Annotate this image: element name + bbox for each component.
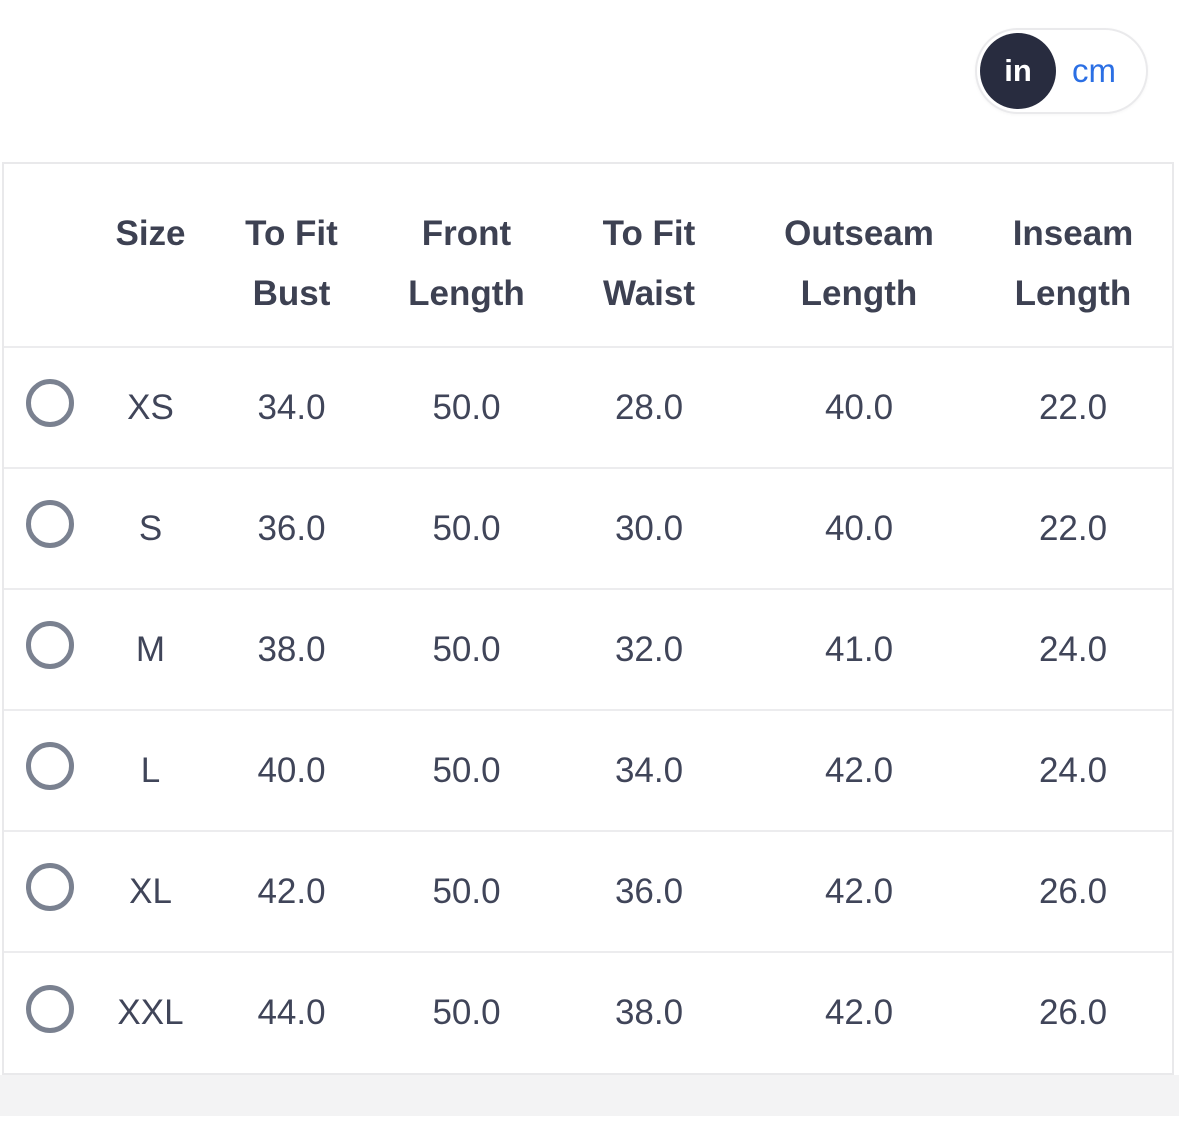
size-label: XL <box>129 871 172 911</box>
cell-to-fit-bust: 38.0 <box>257 629 326 669</box>
cell-to-fit-waist: 36.0 <box>614 871 684 911</box>
cell-front-length: 50.0 <box>432 750 501 790</box>
cell-inseam-length: 26.0 <box>1038 871 1108 911</box>
cell-front-length: 50.0 <box>432 871 501 911</box>
size-label: M <box>135 629 166 669</box>
cell-to-fit-bust: 40.0 <box>257 750 326 790</box>
radio-cell <box>4 710 97 831</box>
radio-cell <box>4 468 97 589</box>
size-label: XXL <box>117 993 184 1032</box>
radio-cell <box>4 831 97 952</box>
col-header-to-fit-waist: To Fit Waist <box>602 214 696 313</box>
cell-to-fit-waist: 28.0 <box>614 387 684 427</box>
cell-outseam-length: 40.0 <box>824 387 894 427</box>
cell-to-fit-waist: 30.0 <box>614 508 684 548</box>
cell-to-fit-waist: 38.0 <box>614 993 684 1032</box>
size-row[interactable]: M 38.0 50.0 32.0 41.0 24.0 <box>4 589 1172 710</box>
size-radio-button[interactable] <box>26 984 74 1033</box>
cell-to-fit-bust: 36.0 <box>257 508 326 548</box>
size-radio-button[interactable] <box>26 379 74 427</box>
unit-toggle[interactable]: in cm <box>975 28 1148 114</box>
size-row[interactable]: XS 34.0 50.0 28.0 40.0 22.0 <box>4 347 1172 468</box>
cell-outseam-length: 42.0 <box>824 750 894 790</box>
cell-to-fit-waist: 34.0 <box>614 750 684 790</box>
cell-inseam-length: 26.0 <box>1038 993 1108 1032</box>
bottom-gray-band <box>0 1075 1179 1116</box>
unit-in-button[interactable]: in <box>980 33 1056 109</box>
size-chart-card: Size To Fit Bust Front Length To Fit Waist … <box>2 162 1174 1075</box>
size-label: XS <box>127 387 174 427</box>
size-label: S <box>138 508 163 548</box>
bottom-spacer <box>0 1116 1179 1141</box>
cell-to-fit-waist: 32.0 <box>614 629 684 669</box>
size-radio-button[interactable] <box>26 863 74 911</box>
col-header-to-fit-bust: To Fit Bust <box>245 214 338 313</box>
cell-inseam-length: 24.0 <box>1038 629 1108 669</box>
cell-outseam-length: 41.0 <box>824 629 894 669</box>
cell-front-length: 50.0 <box>432 629 501 669</box>
header-row: Size To Fit Bust Front Length To Fit Waist … <box>4 164 1172 347</box>
cell-front-length: 50.0 <box>432 387 501 427</box>
cell-to-fit-bust: 44.0 <box>257 993 326 1032</box>
col-header-inseam-length: Inseam Length <box>1012 214 1134 313</box>
size-radio-button[interactable] <box>26 621 74 669</box>
unit-cm-button[interactable]: cm <box>1072 52 1116 89</box>
cell-front-length: 50.0 <box>432 508 501 548</box>
size-chart-table: Size To Fit Bust Front Length To Fit Waist … <box>4 164 1172 1073</box>
cell-outseam-length: 40.0 <box>824 508 894 548</box>
size-row[interactable]: XXL 44.0 50.0 38.0 42.0 26.0 <box>4 952 1172 1073</box>
size-row[interactable]: XL 42.0 50.0 36.0 42.0 26.0 <box>4 831 1172 952</box>
radio-cell <box>4 589 97 710</box>
topbar: in cm <box>0 0 1179 162</box>
radio-cell <box>4 347 97 468</box>
radio-column-header <box>4 164 97 347</box>
cell-inseam-length: 22.0 <box>1038 508 1108 548</box>
size-radio-button[interactable] <box>26 500 74 548</box>
cell-to-fit-bust: 34.0 <box>257 387 326 427</box>
cell-inseam-length: 24.0 <box>1038 750 1108 790</box>
size-row[interactable]: S 36.0 50.0 30.0 40.0 22.0 <box>4 468 1172 589</box>
cell-outseam-length: 42.0 <box>824 993 894 1032</box>
size-label: L <box>140 750 161 790</box>
radio-cell <box>4 952 97 1073</box>
size-radio-button[interactable] <box>26 742 74 790</box>
size-row[interactable]: L 40.0 50.0 34.0 42.0 24.0 <box>4 710 1172 831</box>
col-header-size: Size <box>115 214 186 253</box>
cell-front-length: 50.0 <box>432 993 501 1032</box>
col-header-outseam-length: Outseam Length <box>784 214 934 313</box>
cell-to-fit-bust: 42.0 <box>257 871 326 911</box>
cell-outseam-length: 42.0 <box>824 871 894 911</box>
cell-inseam-length: 22.0 <box>1038 387 1108 427</box>
col-header-front-length: Front Length <box>408 214 525 313</box>
